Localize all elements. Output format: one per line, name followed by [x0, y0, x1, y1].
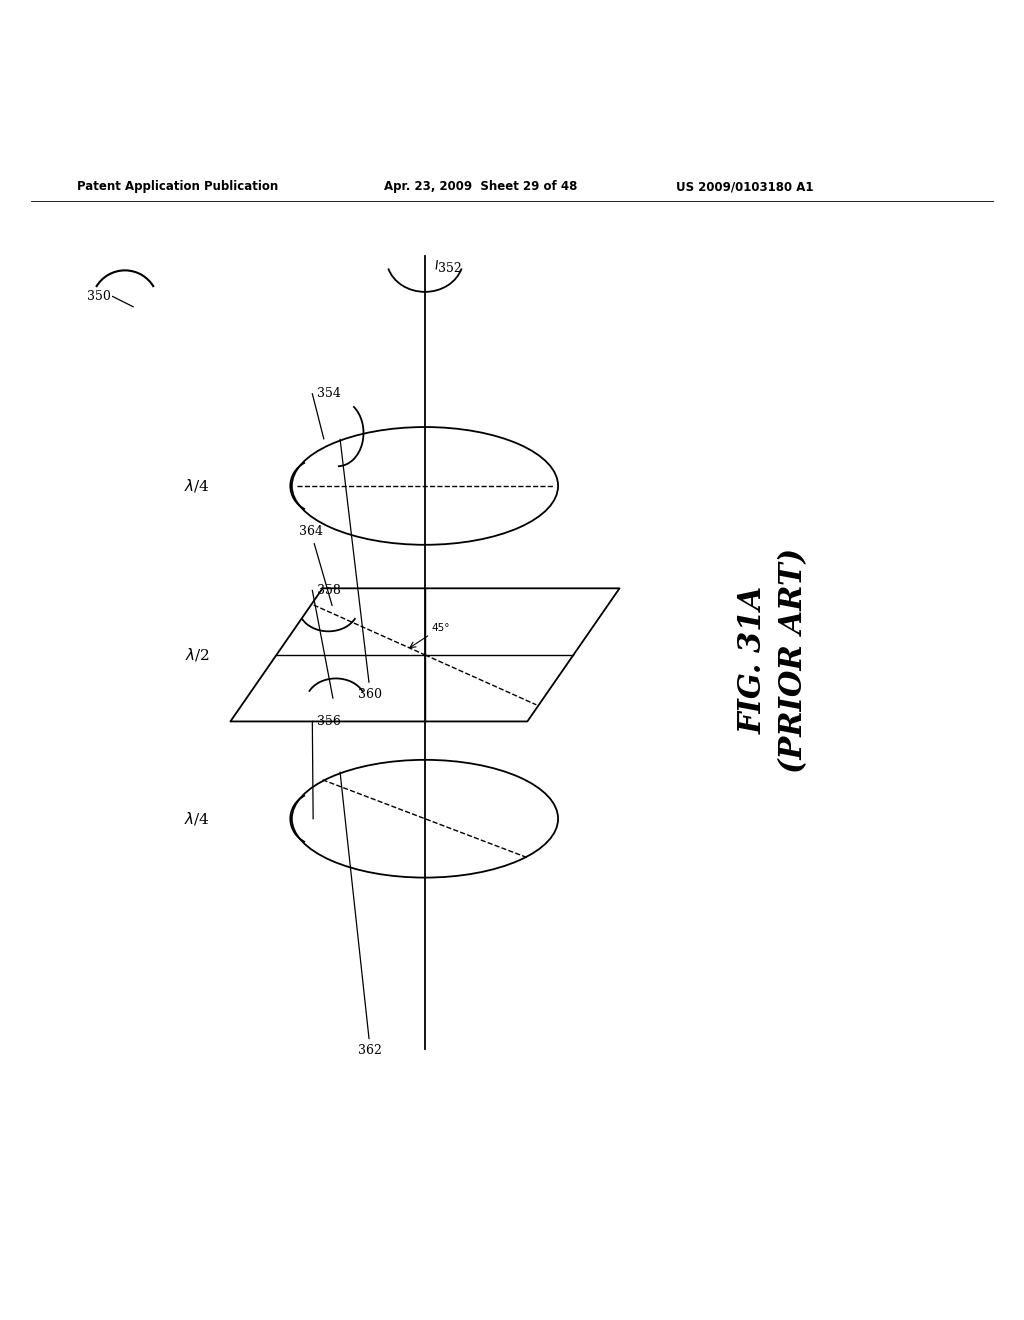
- Text: FIG. 31A
(PRIOR ART): FIG. 31A (PRIOR ART): [737, 548, 809, 772]
- Text: 45°: 45°: [431, 623, 450, 634]
- Text: 354: 354: [317, 387, 341, 400]
- Text: 358: 358: [317, 583, 341, 597]
- Text: 350: 350: [87, 290, 111, 304]
- Text: 360: 360: [340, 440, 382, 701]
- Text: $\lambda$/4: $\lambda$/4: [184, 810, 210, 828]
- Text: 364: 364: [299, 525, 332, 606]
- Text: $\lambda$/2: $\lambda$/2: [185, 647, 210, 664]
- Text: Apr. 23, 2009  Sheet 29 of 48: Apr. 23, 2009 Sheet 29 of 48: [384, 181, 578, 194]
- Text: 356: 356: [317, 715, 341, 727]
- Text: 362: 362: [340, 772, 382, 1057]
- Text: 352: 352: [438, 263, 462, 276]
- Text: Patent Application Publication: Patent Application Publication: [77, 181, 279, 194]
- Text: $\lambda$/4: $\lambda$/4: [184, 478, 210, 495]
- Text: US 2009/0103180 A1: US 2009/0103180 A1: [676, 181, 813, 194]
